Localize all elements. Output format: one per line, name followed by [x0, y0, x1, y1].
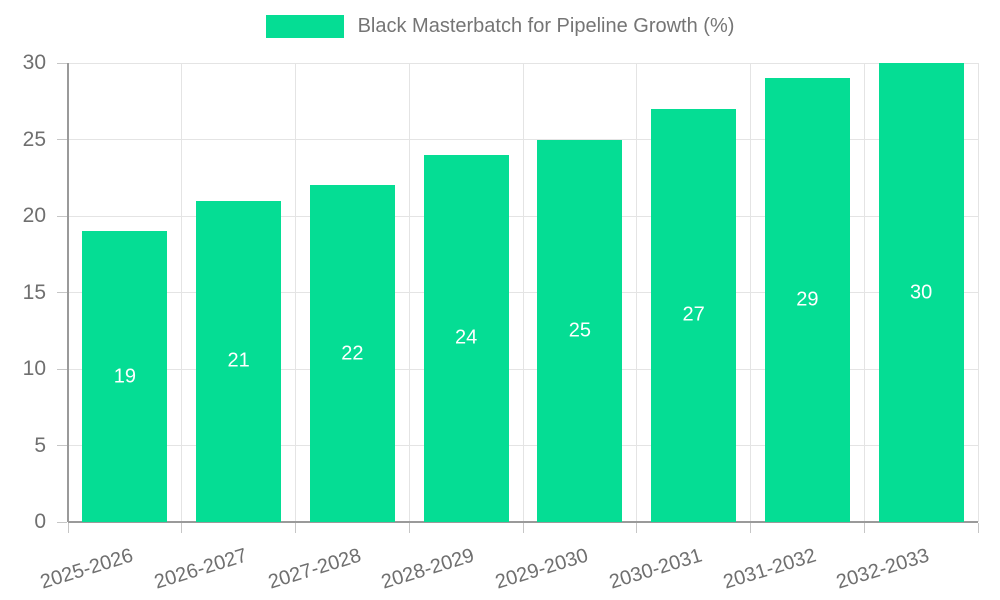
y-axis-tick-mark [57, 215, 67, 217]
y-axis-tick-label: 0 [34, 510, 46, 533]
bar-value-label: 24 [455, 326, 478, 349]
legend-swatch[interactable] [265, 15, 344, 38]
gridline-vertical [750, 63, 751, 522]
gridline-vertical [181, 63, 183, 522]
bar: 27 [651, 108, 737, 522]
y-axis-tick-label: 20 [22, 204, 46, 227]
gridline-vertical [295, 63, 296, 522]
x-axis-tick-label: 2032-2033 [834, 544, 933, 594]
bar: 29 [764, 78, 850, 522]
y-axis-tick-mark [57, 521, 67, 523]
bar-value-label: 21 [227, 349, 250, 372]
bar-value-label: 30 [910, 281, 933, 303]
y-axis-tick-label: 25 [22, 127, 46, 151]
y-axis-tick-mark [57, 62, 67, 64]
gridline-vertical [408, 63, 410, 522]
y-axis-tick-mark [57, 292, 67, 293]
bar: 19 [82, 231, 168, 522]
y-axis-tick-mark [57, 139, 67, 140]
x-axis-tick-label: 2028-2029 [379, 544, 478, 594]
gridline-vertical [977, 63, 979, 522]
bar-value-label: 22 [341, 342, 364, 365]
y-axis-tick-label: 15 [22, 280, 46, 304]
y-axis-line [67, 63, 69, 522]
x-axis-tick-mark [408, 523, 410, 533]
bar-value-label: 27 [682, 303, 705, 326]
gridline-vertical [636, 63, 638, 522]
x-axis-line [68, 521, 978, 523]
x-axis-tick-mark [977, 523, 979, 533]
y-axis-tick-mark [57, 445, 67, 446]
x-axis-tick-label: 2026-2027 [151, 544, 250, 594]
bar-value-label: 25 [568, 319, 591, 342]
chart-legend: Black Masterbatch for Pipeline Growth (%… [0, 15, 1000, 38]
x-axis-tick-mark [67, 523, 69, 533]
x-axis-tick-mark [863, 523, 865, 533]
y-axis-tick-label: 5 [34, 433, 46, 457]
y-axis-tick-label: 10 [22, 357, 46, 380]
bar: 25 [537, 139, 623, 522]
x-axis-tick-mark [750, 523, 751, 533]
plot-area: 0 5 10 15 20 25 30 19 21 22 24 25 27 29 30 2025-2026 202… [23, 51, 979, 594]
x-axis-tick-label: 2027-2028 [265, 544, 364, 594]
y-axis-tick-mark [57, 368, 67, 370]
bar: 30 [878, 63, 964, 522]
bar-value-label: 29 [796, 288, 819, 311]
bar: 22 [309, 185, 395, 522]
y-axis-tick-label: 30 [22, 51, 46, 74]
bar-value-label: 19 [113, 365, 136, 388]
bar: 24 [423, 154, 509, 522]
gridline-vertical [863, 63, 865, 522]
gridline-vertical [522, 63, 524, 522]
bar: 21 [196, 200, 282, 522]
x-axis-tick-label: 2030-2031 [606, 544, 705, 594]
x-axis-tick-label: 2031-2032 [720, 544, 819, 594]
x-axis-tick-mark [636, 523, 638, 533]
x-axis-tick-label: 2029-2030 [493, 544, 591, 594]
x-axis-tick-mark [522, 523, 524, 533]
x-axis-tick-mark [181, 523, 183, 533]
x-axis-tick-mark [295, 523, 296, 533]
x-axis-tick-label: 2025-2026 [38, 544, 136, 594]
legend-label[interactable]: Black Masterbatch for Pipeline Growth (%… [357, 15, 735, 37]
